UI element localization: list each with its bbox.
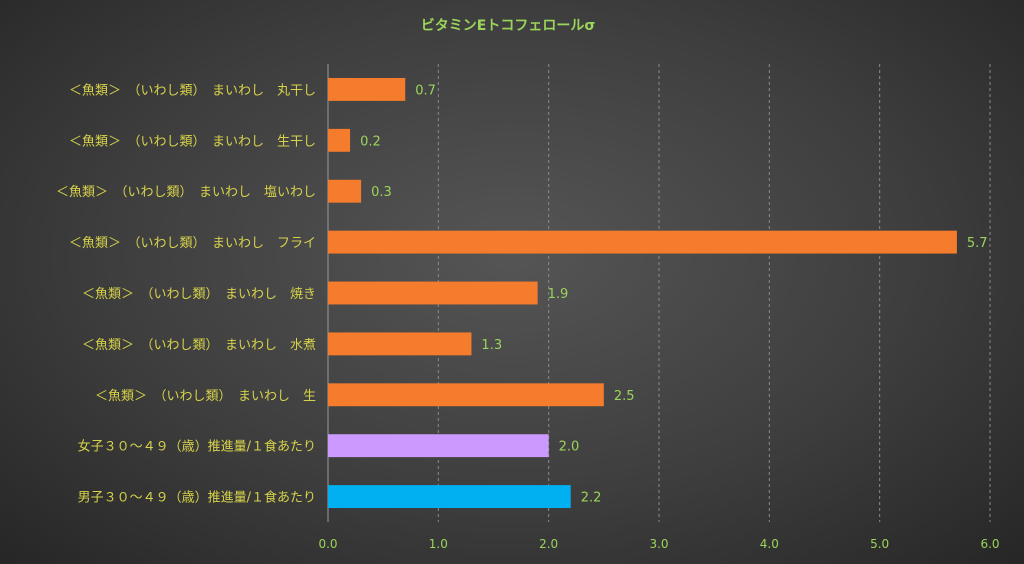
x-tick-label: 6.0: [980, 537, 999, 551]
x-tick-label: 2.0: [539, 537, 558, 551]
category-label: ＜魚類＞ （いわし類） まいわし 生: [95, 389, 316, 404]
value-label: 2.5: [614, 389, 635, 404]
bar: [328, 128, 351, 152]
bar: [328, 383, 604, 407]
category-label: ＜魚類＞ （いわし類） まいわし 塩いわし: [56, 185, 316, 200]
bar: [328, 77, 406, 101]
x-tick-label: 5.0: [870, 537, 889, 551]
bar: [328, 230, 957, 254]
category-labels: ＜魚類＞ （いわし類） まいわし 丸干し ＜魚類＞ （いわし類） まいわし 生干し…: [56, 83, 316, 505]
value-label: 0.3: [371, 185, 392, 200]
category-label: 女子３０～４９（歳）推進量/１食あたり: [78, 439, 316, 455]
value-label: 2.0: [559, 440, 580, 455]
bars: [328, 77, 957, 509]
x-tick-label: 3.0: [649, 537, 668, 551]
category-label: ＜魚類＞ （いわし類） まいわし 焼き: [82, 287, 316, 302]
bar: [328, 179, 362, 203]
value-label: 2.2: [581, 491, 602, 506]
category-label: 男子３０～４９（歳）推進量/１食あたり: [78, 490, 316, 506]
bar: [328, 434, 549, 458]
value-label: 1.3: [481, 338, 502, 353]
x-tick-labels: 0.0 1.0 2.0 3.0 4.0 5.0 6.0: [318, 537, 999, 551]
category-label: ＜魚類＞ （いわし類） まいわし 丸干し: [69, 83, 316, 98]
bar: [328, 281, 538, 305]
value-label: 0.2: [360, 134, 381, 149]
value-label: 5.7: [967, 236, 988, 251]
value-label: 1.9: [548, 287, 569, 302]
value-labels: 0.7 0.2 0.3 5.7 1.9 1.3 2.5 2.0 2.2: [360, 83, 988, 505]
category-label: ＜魚類＞ （いわし類） まいわし フライ: [69, 236, 316, 251]
x-tick-label: 1.0: [429, 537, 448, 551]
chart-title: ビタミンEトコフェロールσ: [421, 18, 596, 34]
category-label: ＜魚類＞ （いわし類） まいわし 生干し: [69, 134, 316, 149]
x-tick-label: 4.0: [760, 537, 779, 551]
bar: [328, 485, 571, 509]
x-tick-label: 0.0: [318, 537, 337, 551]
value-label: 0.7: [415, 83, 436, 98]
bar: [328, 332, 472, 356]
category-label: ＜魚類＞ （いわし類） まいわし 水煮: [82, 338, 316, 353]
